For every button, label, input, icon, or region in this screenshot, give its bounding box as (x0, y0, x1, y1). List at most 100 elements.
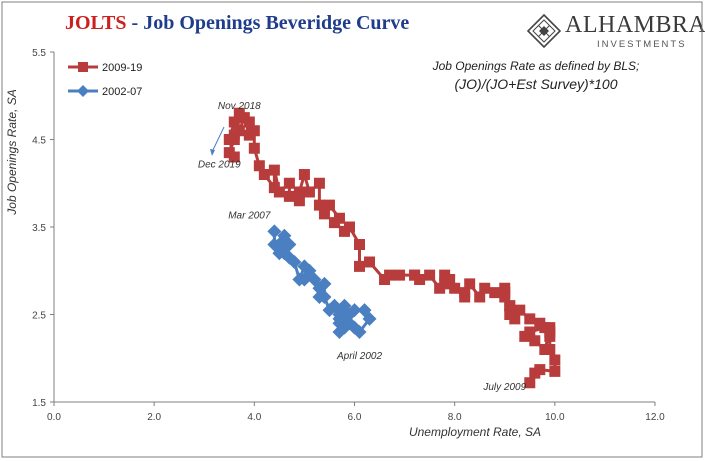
data-point (504, 300, 516, 312)
data-point (267, 237, 282, 252)
y-axis-label: Job Openings Rate, SA (5, 89, 19, 215)
x-axis-label: Unemployment Rate, SA (409, 425, 541, 439)
annotation-label: Dec 2019 (198, 160, 241, 171)
data-point (449, 282, 461, 294)
x-axis-ticks: 0.0 2.0 4.0 6.0 8.0 10.0 12.0 (47, 402, 665, 423)
annotation-arrow (211, 126, 225, 153)
annotation-label: Mar 2007 (228, 210, 271, 221)
data-point (303, 186, 315, 198)
data-point (434, 282, 446, 294)
data-point (509, 313, 521, 325)
data-point (332, 316, 347, 331)
y-tick-label: 5.5 (32, 48, 46, 59)
diamond-lattice-icon (527, 14, 561, 48)
data-point (534, 317, 546, 329)
data-point (318, 208, 330, 220)
data-point (524, 377, 536, 389)
data-point (298, 169, 310, 180)
data-point (539, 344, 551, 355)
data-point (267, 224, 282, 239)
data-point (258, 169, 270, 180)
data-point (499, 282, 511, 294)
data-point (549, 365, 561, 377)
legend-label-2002-07: 2002-07 (102, 86, 142, 98)
data-point (268, 164, 280, 176)
data-point (312, 290, 327, 304)
data-point (313, 177, 325, 189)
annotation-layer: Nov 2018 Dec 2019 Mar 2007 April 2002 July 2… (198, 101, 527, 393)
data-point (228, 151, 240, 163)
data-point (474, 291, 486, 303)
annotation-label: July 2009 (482, 382, 526, 393)
bls-note-line1: Job Openings Rate as defined by BLS; (432, 59, 640, 73)
bls-note-line2: (JO)/(JO+Est Survey)*100 (455, 76, 618, 92)
data-point (248, 142, 260, 154)
data-point (243, 129, 255, 141)
data-point (394, 269, 406, 281)
alhambra-logo: ALHAMBRA INVESTMENTS (523, 10, 705, 52)
x-tick-label: 8.0 (448, 412, 462, 423)
data-point (283, 190, 295, 202)
data-point (424, 269, 436, 281)
y-tick-label: 2.5 (32, 311, 46, 322)
data-point (444, 274, 456, 285)
annotation-label: Nov 2018 (218, 101, 261, 112)
data-point (479, 282, 491, 294)
data-point (354, 239, 366, 250)
legend: 2009-19 2002-07 (68, 62, 142, 98)
series-2009-19 (223, 107, 561, 389)
data-point (223, 134, 235, 145)
y-tick-label: 3.5 (32, 223, 46, 234)
data-point (534, 364, 546, 376)
legend-marker-2009-19 (78, 62, 88, 72)
y-tick-label: 1.5 (32, 398, 46, 409)
annotation-label: April 2002 (336, 351, 382, 362)
x-tick-label: 4.0 (247, 412, 261, 423)
data-point (514, 304, 526, 316)
data-point (268, 182, 280, 194)
data-point (544, 326, 556, 338)
data-point (524, 313, 536, 325)
data-point (357, 303, 372, 318)
logo-subtitle: INVESTMENTS (597, 39, 687, 50)
x-tick-label: 12.0 (645, 412, 665, 423)
legend-label-2009-19: 2009-19 (102, 62, 142, 74)
data-point (332, 325, 347, 339)
data-point (352, 325, 367, 339)
data-point (338, 225, 350, 237)
data-point (489, 287, 501, 299)
data-point (549, 354, 561, 366)
series-layer (223, 107, 561, 389)
data-point (293, 186, 305, 198)
data-point (293, 195, 305, 207)
legend-marker-2002-07 (77, 85, 89, 97)
data-point (464, 278, 476, 290)
data-point (233, 107, 245, 119)
y-axis-ticks: 1.5 2.5 3.5 4.5 5.5 (32, 48, 54, 409)
data-point (253, 160, 265, 172)
data-point (228, 116, 240, 128)
data-point (333, 212, 345, 224)
logo-name: ALHAMBRA (565, 12, 705, 38)
data-point (364, 256, 376, 268)
y-tick-label: 4.5 (32, 136, 46, 147)
data-point (292, 272, 307, 287)
data-point (323, 199, 335, 211)
data-point (379, 274, 391, 285)
data-point (283, 177, 295, 189)
data-point (322, 303, 337, 318)
data-point (529, 335, 541, 347)
data-point (409, 269, 421, 281)
annotation-arrowhead (210, 149, 215, 156)
data-point (519, 330, 531, 342)
x-tick-label: 0.0 (47, 412, 61, 423)
data-point (313, 199, 325, 211)
series-2002-07 (267, 224, 377, 339)
data-point (354, 260, 366, 272)
data-point (297, 259, 312, 274)
x-tick-label: 10.0 (545, 412, 565, 423)
x-tick-label: 6.0 (348, 412, 362, 423)
